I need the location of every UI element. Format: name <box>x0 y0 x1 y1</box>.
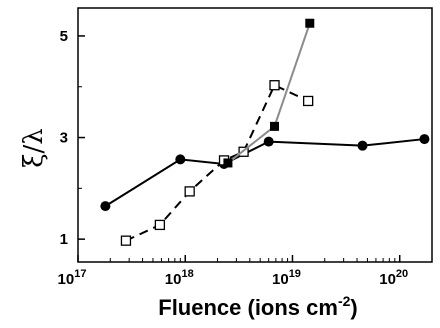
x-tick-exponent: 20 <box>396 268 408 280</box>
y-tick-label: 3 <box>60 130 68 147</box>
x-tick-exponent: 19 <box>289 268 301 280</box>
data-point <box>305 18 315 28</box>
x-axis-title: Fluence (ions cm-2) <box>158 293 358 320</box>
y-axis-title: ξ/λ <box>19 128 49 168</box>
data-point <box>120 235 132 246</box>
y-tick-label: 5 <box>60 28 68 45</box>
axes-box <box>77 7 433 263</box>
data-point <box>100 201 111 212</box>
x-tick-base: 10 <box>165 271 182 288</box>
data-point <box>270 121 280 131</box>
series-1 <box>100 134 430 212</box>
x-tick-exponent: 18 <box>181 268 193 280</box>
data-point <box>184 186 195 197</box>
x-tick-base: 10 <box>58 271 75 288</box>
x-tick-exponent: 17 <box>74 268 86 280</box>
ticks <box>77 35 433 262</box>
x-tick-base: 10 <box>272 271 289 288</box>
plot-frame <box>77 7 433 263</box>
y-tick-label: 1 <box>60 231 68 248</box>
data-point <box>223 158 233 168</box>
data-point <box>263 136 274 147</box>
data-point <box>175 154 186 165</box>
data-point <box>154 219 166 231</box>
x-tick-base: 10 <box>379 271 396 288</box>
x-axis-title-close: ) <box>350 295 357 320</box>
data-point <box>269 80 280 91</box>
x-axis-title-main: Fluence (ions cm <box>158 295 338 320</box>
series-layer <box>100 18 430 246</box>
series-line <box>104 138 425 207</box>
x-tick-label: 1019 <box>272 268 301 288</box>
x-tick-label: 1020 <box>379 268 408 288</box>
data-point <box>302 95 314 107</box>
series-3 <box>223 18 315 168</box>
x-axis-title-superscript: -2 <box>338 293 351 309</box>
data-point <box>357 140 368 151</box>
data-point <box>419 134 430 145</box>
x-tick-label: 1018 <box>165 268 194 288</box>
x-tick-label: 1017 <box>58 268 87 288</box>
